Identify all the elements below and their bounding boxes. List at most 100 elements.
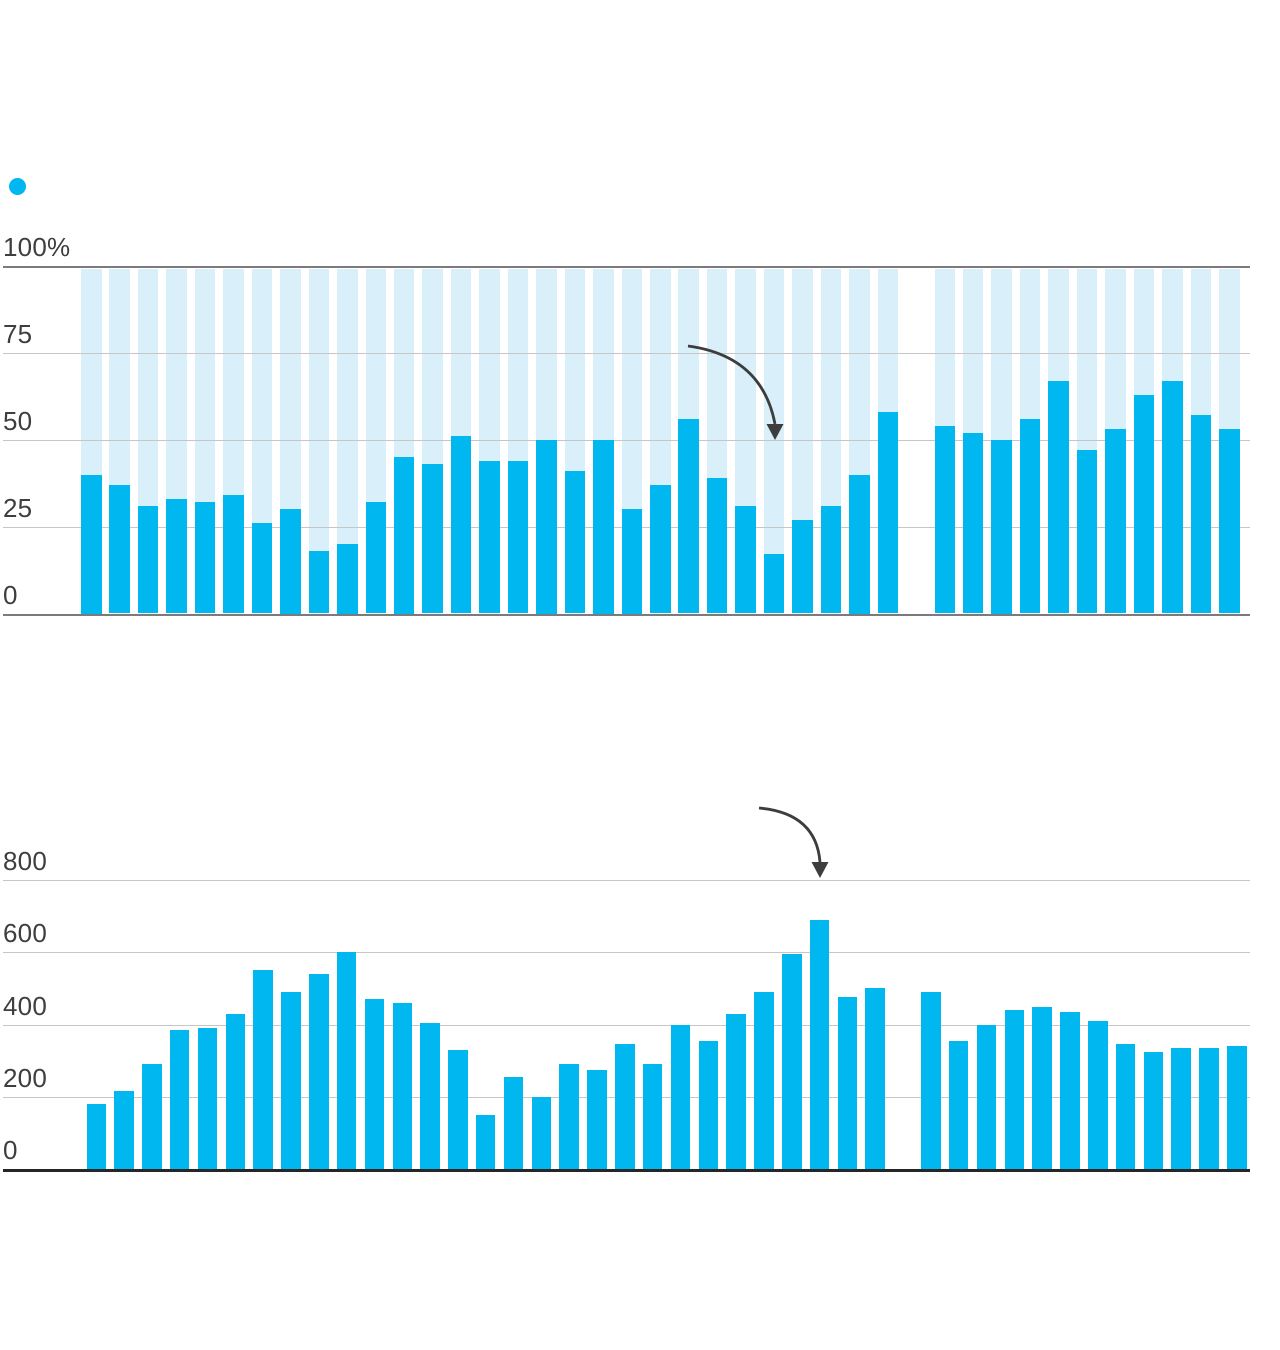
data-bar — [976, 1024, 997, 1169]
data-bar — [564, 471, 586, 614]
data-bar — [837, 997, 858, 1169]
gridline — [3, 352, 1250, 354]
data-bar — [1032, 1006, 1052, 1169]
data-bar — [820, 505, 842, 614]
baseline — [3, 1169, 1250, 1172]
data-bar — [197, 1028, 218, 1169]
data-bar — [194, 502, 216, 614]
data-bar — [763, 554, 785, 614]
data-bar — [809, 919, 830, 1169]
data-bar — [593, 439, 614, 614]
data-bar — [1105, 429, 1126, 614]
y-tick-label: 200 — [3, 1062, 47, 1093]
data-bar — [422, 464, 443, 614]
gridline — [3, 439, 1250, 441]
y-tick-label: 25 — [3, 492, 33, 523]
y-tick-label: 400 — [3, 990, 47, 1021]
legend-dot-icon — [9, 178, 26, 195]
data-bar — [615, 1044, 635, 1169]
gridline — [3, 1024, 1250, 1026]
y-tick-label: 75 — [3, 318, 33, 349]
data-bar — [1190, 415, 1212, 614]
data-bar — [536, 439, 557, 614]
data-bar — [137, 505, 159, 614]
bottom-curved-arrow-icon — [758, 806, 822, 863]
data-bar — [1048, 380, 1069, 614]
data-bar — [587, 1069, 607, 1169]
data-bar — [448, 1049, 468, 1169]
data-bar — [670, 1024, 691, 1169]
data-bar — [114, 1091, 134, 1169]
data-bar — [706, 477, 728, 614]
data-bar — [503, 1076, 524, 1169]
data-bar — [877, 411, 899, 614]
data-bar — [865, 988, 885, 1169]
data-bar — [166, 498, 187, 614]
y-tick-label: 100% — [3, 232, 71, 262]
data-bar — [642, 1064, 663, 1169]
data-bar — [1060, 1011, 1080, 1169]
gridline — [3, 952, 1250, 954]
y-tick-label: 600 — [3, 918, 47, 949]
gridline — [3, 266, 1250, 268]
data-bar — [223, 495, 244, 614]
data-bar — [365, 502, 386, 614]
data-bar — [337, 544, 358, 614]
data-bar — [1199, 1048, 1219, 1169]
data-bar — [782, 954, 802, 1169]
data-bar — [559, 1064, 579, 1169]
data-bar — [1115, 1044, 1136, 1169]
data-bar — [921, 992, 941, 1169]
data-bar — [336, 952, 357, 1169]
data-bar — [531, 1096, 552, 1169]
data-bar — [792, 519, 813, 614]
data-bar — [309, 974, 329, 1169]
data-bar — [1171, 1048, 1191, 1169]
data-bar — [1219, 429, 1240, 614]
data-bar — [698, 1040, 719, 1169]
data-bar — [281, 992, 301, 1169]
data-bar — [253, 970, 273, 1169]
y-tick-label: 800 — [3, 846, 47, 877]
data-bar — [392, 1002, 413, 1169]
data-bar — [735, 505, 756, 614]
data-bar — [169, 1029, 190, 1169]
data-bar — [754, 992, 774, 1169]
data-bar — [726, 1013, 746, 1169]
data-bar — [420, 1022, 440, 1169]
data-bar — [450, 436, 472, 614]
y-tick-label: 0 — [3, 1135, 18, 1165]
data-bar — [1143, 1051, 1164, 1169]
data-bar — [81, 474, 102, 614]
data-bar — [109, 484, 130, 614]
bottom-arrowhead-icon — [811, 862, 829, 878]
gridline — [3, 880, 1250, 882]
data-bar — [678, 418, 699, 614]
data-bar — [479, 460, 500, 614]
data-bar — [948, 1040, 969, 1169]
baseline — [3, 613, 1250, 616]
data-bar — [475, 1114, 496, 1169]
data-bar — [507, 460, 529, 614]
data-bar — [1019, 418, 1041, 614]
data-bar — [1227, 1046, 1247, 1169]
data-bar — [621, 509, 643, 614]
data-bar — [1076, 450, 1098, 614]
data-bar — [251, 523, 273, 614]
data-bar — [280, 509, 301, 614]
data-bar — [225, 1013, 246, 1169]
data-bar — [393, 457, 415, 614]
top-curved-arrow-icon — [687, 344, 777, 425]
data-bar — [1088, 1020, 1108, 1169]
data-bar — [1004, 1010, 1025, 1169]
data-bar — [308, 550, 330, 614]
data-bar — [1162, 380, 1183, 614]
y-tick-label: 50 — [3, 405, 33, 436]
data-bar — [364, 999, 385, 1169]
data-bar — [849, 474, 870, 614]
data-bar — [650, 484, 671, 614]
y-tick-label: 0 — [3, 579, 18, 610]
data-bar — [962, 432, 984, 614]
data-bar — [991, 439, 1012, 614]
